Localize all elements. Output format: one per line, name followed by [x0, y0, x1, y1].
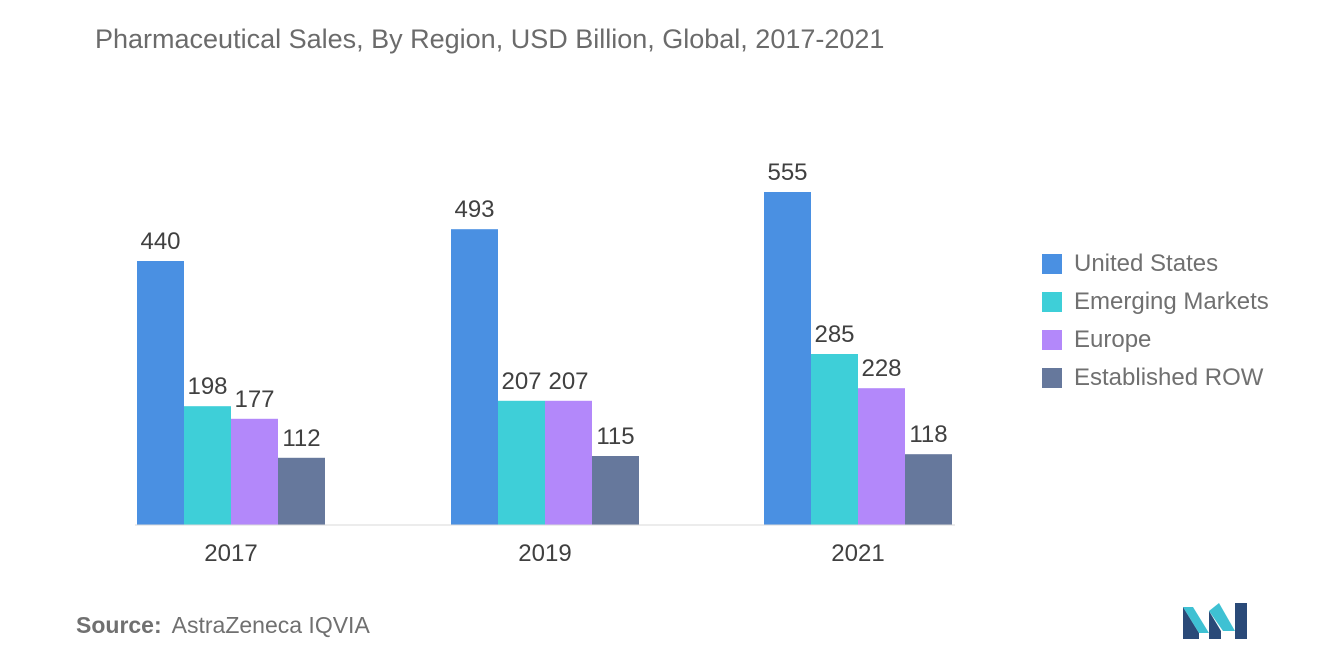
- legend-item-europe: Europe: [1042, 321, 1269, 359]
- value-label-2017-europe: 177: [234, 386, 274, 413]
- value-label-2019-emerging-markets: 207: [501, 368, 541, 395]
- bar-2019-emerging-markets: [498, 400, 545, 525]
- bar-2019-established-row: [592, 456, 639, 525]
- legend-swatch: [1042, 292, 1062, 312]
- value-label-2017-emerging-markets: 198: [187, 373, 227, 400]
- bar-2017-united-states: [137, 261, 184, 525]
- bar-2017-established-row: [278, 457, 325, 525]
- bar-2021-emerging-markets: [811, 354, 858, 525]
- bar-2019-europe: [545, 400, 592, 525]
- legend-label: Established ROW: [1074, 364, 1264, 391]
- x-tick-label-2019: 2019: [518, 540, 571, 567]
- value-labels-layer: 440 198 177 112 493 207 207 115 555 285 228 118: [140, 159, 947, 452]
- bar-2017-europe: [231, 418, 278, 525]
- bar-2019-united-states: [451, 229, 498, 525]
- value-label-2021-established-row: 118: [909, 421, 947, 448]
- bar-2017-emerging-markets: [184, 406, 231, 525]
- x-tick-labels-layer: 2017 2019 2021: [204, 540, 884, 567]
- value-label-2021-europe: 228: [861, 355, 901, 382]
- legend-label: Europe: [1074, 326, 1152, 353]
- legend-swatch: [1042, 254, 1062, 274]
- value-label-2017-established-row: 112: [282, 425, 320, 452]
- value-label-2021-emerging-markets: 285: [814, 321, 854, 348]
- source-label: Source:: [76, 612, 162, 638]
- legend-item-emerging-markets: Emerging Markets: [1042, 283, 1269, 321]
- value-label-2019-united-states: 493: [454, 196, 494, 223]
- bar-2021-established-row: [905, 454, 952, 525]
- legend-item-established-row: Established ROW: [1042, 359, 1269, 397]
- legend-label: United States: [1074, 250, 1219, 277]
- source-note: Source: AstraZeneca IQVIA: [76, 612, 370, 639]
- legend-item-united-states: United States: [1042, 245, 1269, 283]
- mordor-intelligence-logo-icon: [1183, 603, 1251, 644]
- bars-layer: [137, 192, 952, 525]
- x-tick-label-2017: 2017: [204, 540, 257, 567]
- bar-2021-united-states: [764, 192, 811, 525]
- legend: United States Emerging Markets Europe Estab…: [1042, 245, 1269, 397]
- value-label-2019-europe: 207: [548, 368, 588, 395]
- legend-swatch: [1042, 330, 1062, 350]
- legend-label: Emerging Markets: [1074, 288, 1269, 315]
- bar-2021-europe: [858, 388, 905, 525]
- value-label-2021-united-states: 555: [767, 159, 807, 186]
- x-tick-label-2021: 2021: [831, 540, 884, 567]
- value-label-2019-established-row: 115: [596, 423, 634, 450]
- value-label-2017-united-states: 440: [140, 228, 180, 255]
- legend-swatch: [1042, 368, 1062, 388]
- source-text: AstraZeneca IQVIA: [171, 612, 370, 638]
- chart-title: Pharmaceutical Sales, By Region, USD Bil…: [95, 24, 885, 54]
